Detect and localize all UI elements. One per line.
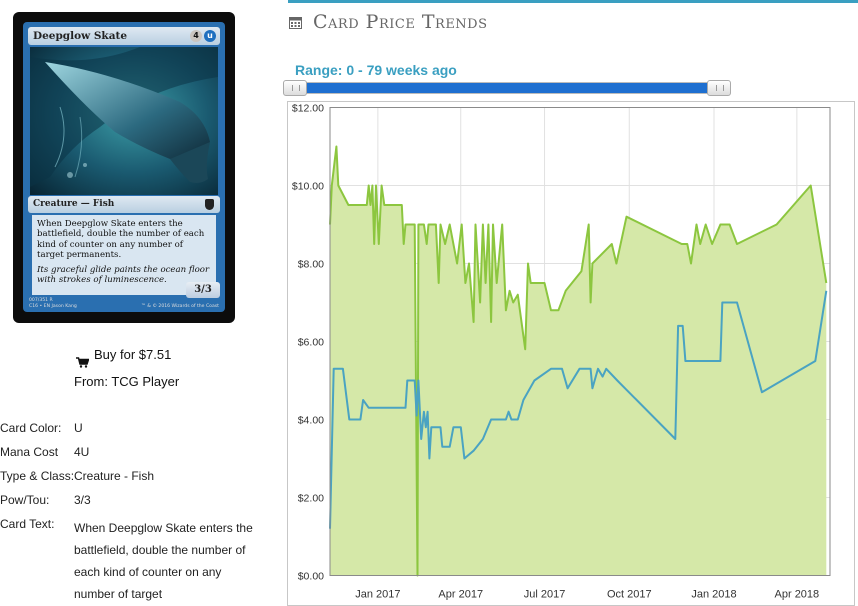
section-title: Card Price Trends [313, 11, 488, 33]
x-tick-label: Apr 2017 [438, 589, 483, 601]
y-tick-label: $12.00 [292, 103, 324, 115]
chart-y-axis: $0.00 $2.00 $4.00 $6.00 $8.00 $10.00 $12.00 [292, 103, 324, 583]
section-divider [288, 0, 858, 3]
buy-source: From: TCG Player [74, 374, 180, 389]
series-line-2 [329, 290, 828, 529]
x-tick-label: Apr 2018 [775, 589, 820, 601]
mana-blue-icon: u [204, 30, 216, 42]
detail-label: Mana Cost [0, 445, 59, 459]
detail-label: Card Text: [0, 517, 55, 531]
card-title-bar: Deepglow Skate 4 u [28, 27, 220, 45]
y-tick-label: $4.00 [298, 415, 324, 427]
card-type-line: Creature — Fish [33, 199, 115, 209]
plot-area-border [329, 107, 831, 576]
series-line-1 [329, 145, 828, 577]
detail-card-text-value: When Deepglow Skate enters the battlefie… [74, 521, 253, 601]
buy-link[interactable]: Buy for $7.51 [94, 347, 172, 362]
x-tick-label: Jul 2017 [524, 589, 566, 601]
card-rules-text: When Deepglow Skate enters the battlefie… [37, 219, 205, 261]
detail-value: U [74, 421, 83, 435]
shopping-cart-icon [76, 357, 89, 368]
y-tick-label: $10.00 [292, 181, 324, 193]
price-chart: $0.00 $2.00 $4.00 $6.00 $8.00 $10.00 $12.00 Ja… [287, 101, 855, 606]
mana-generic-icon: 4 [190, 30, 202, 42]
detail-value: 3/3 [74, 493, 91, 507]
card-frame: Deepglow Skate 4 u [23, 22, 225, 312]
y-tick-label: $2.00 [298, 493, 324, 505]
y-tick-label: $0.00 [298, 571, 324, 583]
card-flavor-text: Its graceful glide paints the ocean floo… [37, 264, 210, 286]
detail-value: Creature - Fish [74, 469, 155, 483]
card-artist-line: Jason Kang [51, 304, 77, 309]
series-area-1 [330, 146, 827, 576]
card-power-toughness: 3/3 [186, 282, 220, 298]
card-mana-symbols: 4 u [190, 30, 216, 42]
card-set-line: C16 • EN [29, 304, 51, 309]
range-slider-end-handle[interactable] [707, 80, 731, 96]
card-type-bar: Creature — Fish [28, 196, 220, 213]
detail-label: Pow/Tou: [0, 493, 50, 507]
range-slider-start-handle[interactable] [283, 80, 307, 96]
x-tick-label: Jan 2018 [691, 589, 736, 601]
card-collector-line: 007/351 R [29, 298, 53, 303]
detail-label: Card Color: [0, 421, 62, 435]
range-slider[interactable] [283, 80, 731, 96]
y-tick-label: $8.00 [298, 259, 324, 271]
card-name: Deepglow Skate [33, 30, 128, 42]
y-tick-label: $6.00 [298, 337, 324, 349]
chart-x-axis: Jan 2017 Apr 2017 Jul 2017 Oct 2017 Jan 2018… [355, 589, 819, 601]
card-image: Deepglow Skate 4 u [13, 12, 235, 323]
card-footer: 007/351 R C16 • EN Jason Kang ™ & © 2016… [29, 298, 219, 310]
set-symbol-icon [205, 199, 214, 210]
x-tick-label: Jan 2017 [355, 589, 400, 601]
detail-value: 4U [74, 445, 90, 459]
card-copyright: ™ & © 2016 Wizards of the Coast [141, 304, 219, 309]
x-tick-label: Oct 2017 [607, 589, 652, 601]
card-text-box: When Deepglow Skate enters the battlefie… [32, 215, 216, 295]
calendar-icon [289, 17, 302, 29]
range-label: Range: 0 - 79 weeks ago [295, 62, 457, 78]
card-art [30, 47, 218, 195]
detail-label: Type & Class: [0, 469, 75, 483]
chart-series [329, 145, 828, 577]
